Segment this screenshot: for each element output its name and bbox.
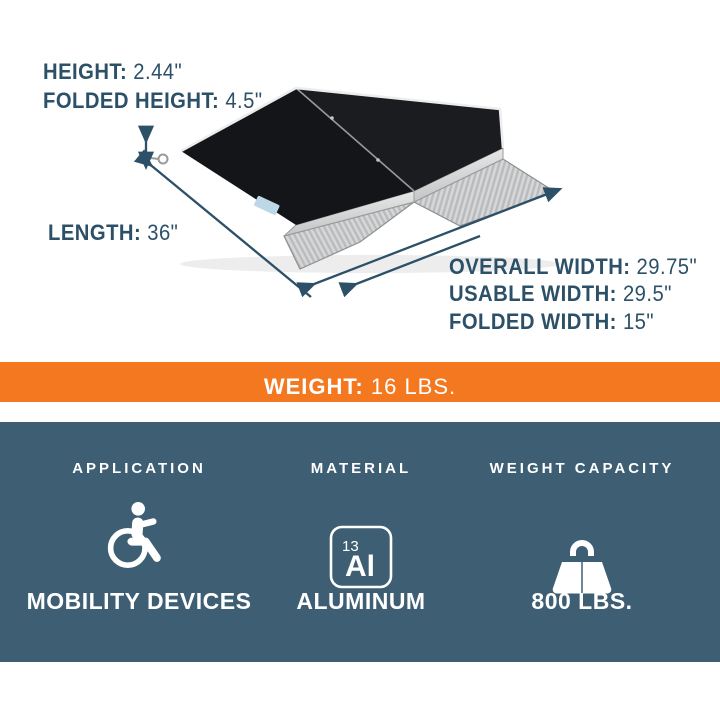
svg-text:Al: Al: [345, 550, 375, 583]
